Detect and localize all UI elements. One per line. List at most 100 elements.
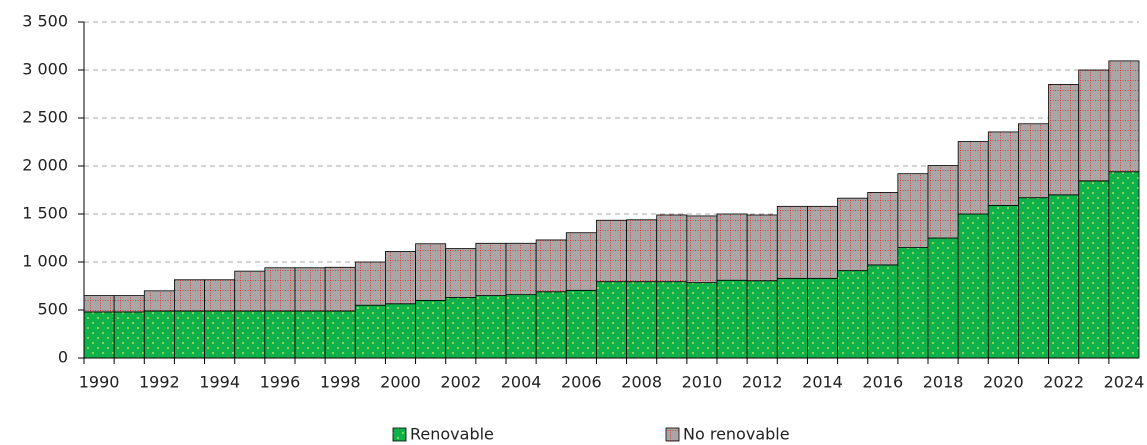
bar-segment — [565, 232, 597, 291]
bar-segment — [415, 243, 447, 301]
bar-segment — [1108, 60, 1140, 173]
x-tick-label: 2010 — [682, 373, 723, 392]
bar-segment — [294, 267, 326, 312]
bar-segment — [475, 242, 507, 296]
bar-segment — [686, 215, 718, 284]
bar-segment — [897, 173, 929, 248]
bar-segment — [746, 214, 778, 282]
bar-segment — [565, 289, 597, 359]
bar-segment — [204, 310, 236, 359]
x-tick-label: 2000 — [380, 373, 421, 392]
bar-segment — [656, 281, 688, 359]
bar-segment — [1048, 194, 1080, 359]
bar-segment — [1048, 84, 1080, 196]
bar-segment — [143, 310, 175, 359]
x-tick-label: 2012 — [742, 373, 783, 392]
bar-segment — [776, 205, 808, 279]
bar-segment — [445, 297, 477, 359]
x-tick-label: 1996 — [260, 373, 301, 392]
bar-segment — [204, 279, 236, 312]
bar-segment — [324, 266, 356, 312]
y-tick-label: 3 500 — [22, 12, 68, 31]
y-tick-label: 1 000 — [22, 252, 68, 271]
x-tick-label: 2018 — [923, 373, 964, 392]
bar-segment — [354, 304, 386, 359]
bar-segment — [596, 219, 627, 283]
bar-segment — [927, 237, 959, 359]
bar-segment — [957, 213, 989, 359]
y-tick-label: 0 — [58, 348, 68, 367]
bar-segment — [535, 291, 567, 359]
bar-segment — [927, 165, 959, 239]
bar-segment — [596, 281, 627, 359]
bar-segment — [837, 270, 869, 359]
bar-segment — [445, 248, 477, 298]
bar-segment — [505, 294, 537, 359]
bar-segment — [415, 299, 447, 359]
x-tick-label: 2024 — [1104, 373, 1145, 392]
legend-swatch — [665, 427, 680, 442]
x-tick-label: 2008 — [621, 373, 662, 392]
bar-segment — [143, 290, 175, 312]
x-tick-label: 2016 — [862, 373, 903, 392]
bar-segment — [113, 311, 145, 359]
bar-segment — [385, 251, 416, 305]
y-tick-label: 3 000 — [22, 60, 68, 79]
bar-segment — [867, 264, 899, 359]
bar-segment — [174, 279, 205, 312]
bar-segment — [385, 303, 416, 359]
bar-segment — [746, 280, 778, 359]
bar-segment — [656, 214, 688, 283]
bar-segment — [1018, 197, 1049, 359]
x-tick-label: 2020 — [983, 373, 1024, 392]
x-tick-label: 2004 — [501, 373, 542, 392]
bar-segment — [987, 131, 1019, 206]
y-tick-label: 1 500 — [22, 204, 68, 223]
bar-segment — [264, 267, 296, 312]
bar-segment — [686, 282, 718, 359]
bar-segment — [807, 205, 838, 279]
bar-segment — [867, 191, 899, 266]
bar-segment — [626, 219, 658, 283]
bar-segment — [354, 261, 386, 306]
bar-segment — [234, 310, 266, 359]
bar-segment — [837, 197, 869, 272]
bar-segment — [897, 247, 929, 359]
x-tick-label: 1992 — [139, 373, 180, 392]
bar-segment — [505, 242, 537, 296]
legend-label: Renovable — [410, 425, 494, 444]
legend-swatch — [392, 427, 407, 442]
bar-segment — [626, 281, 658, 359]
bar-segment — [113, 295, 145, 313]
x-tick-label: 2006 — [561, 373, 602, 392]
bar-segment — [1078, 180, 1110, 359]
y-tick-label: 2 500 — [22, 108, 68, 127]
bar-segment — [83, 311, 115, 359]
bar-segment — [1078, 69, 1110, 182]
x-tick-label: 1990 — [79, 373, 120, 392]
bar-segment — [1018, 123, 1049, 199]
y-tick-label: 2 000 — [22, 156, 68, 175]
bar-segment — [535, 239, 567, 293]
x-tick-label: 2014 — [802, 373, 843, 392]
x-tick-label: 1994 — [199, 373, 240, 392]
bar-segment — [294, 310, 326, 359]
bar-segment — [1108, 171, 1140, 359]
y-tick-label: 500 — [37, 300, 68, 319]
x-tick-label: 1998 — [320, 373, 361, 392]
bar-segment — [475, 295, 507, 359]
legend-label: No renovable — [683, 425, 790, 444]
bar-segment — [83, 295, 115, 313]
x-tick-label: 2022 — [1043, 373, 1084, 392]
bar-segment — [776, 277, 808, 359]
bar-segment — [174, 310, 205, 359]
bar-segment — [957, 141, 989, 215]
x-tick-label: 2002 — [440, 373, 481, 392]
bar-segment — [324, 310, 356, 359]
bar-segment — [807, 277, 838, 359]
bar-segment — [987, 204, 1019, 359]
bar-segment — [716, 279, 748, 359]
bar-segment — [264, 310, 296, 359]
bar-segment — [234, 270, 266, 312]
